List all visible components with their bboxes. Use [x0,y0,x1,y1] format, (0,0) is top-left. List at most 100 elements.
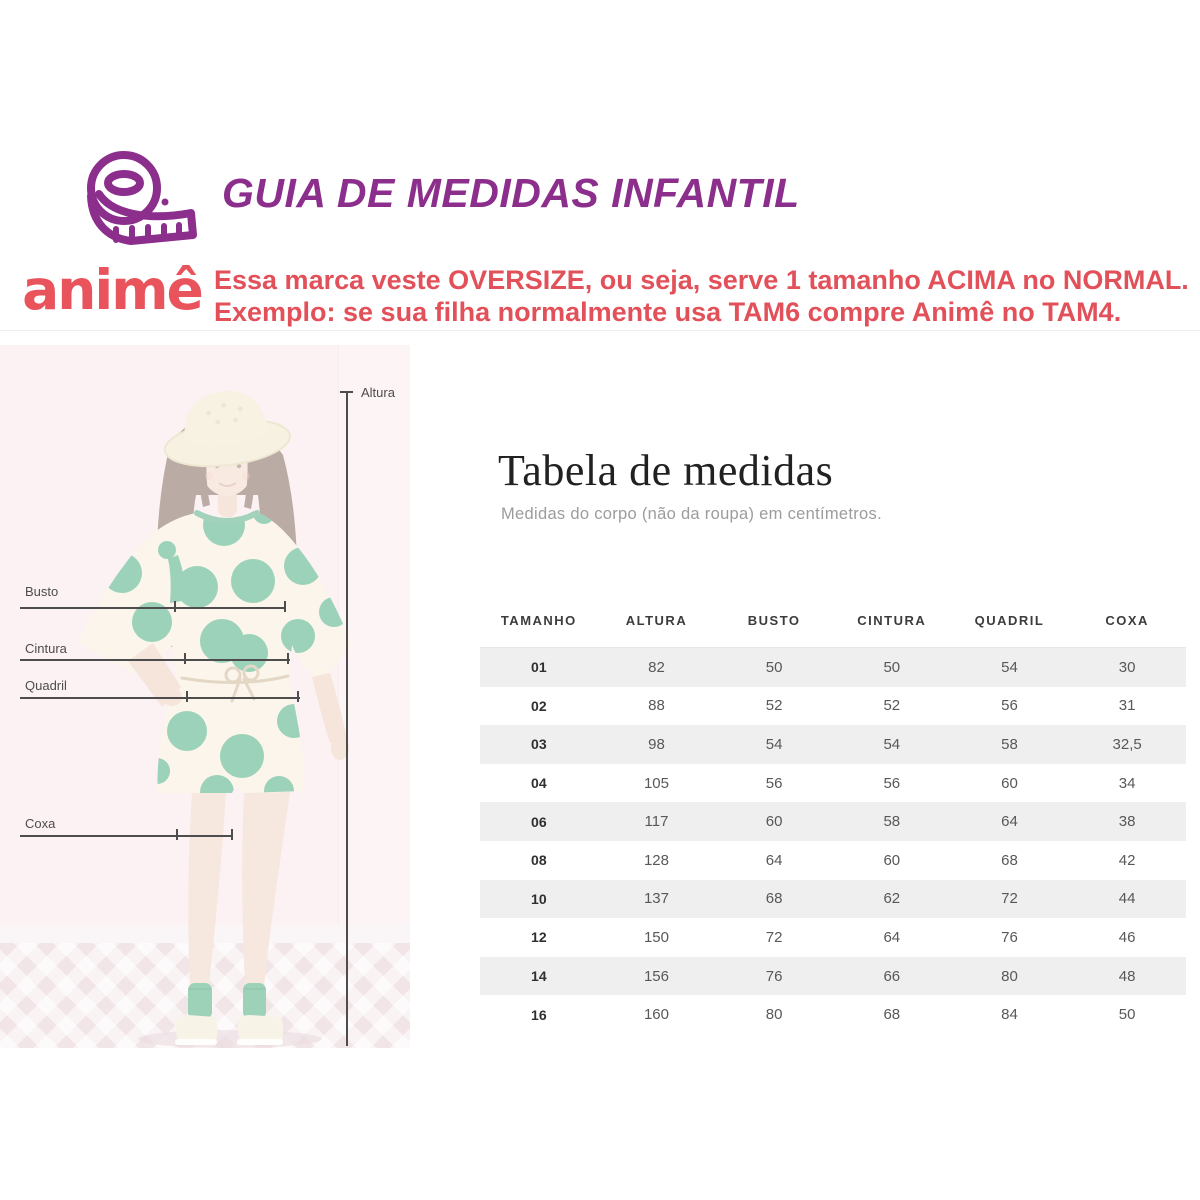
measure-cell: 44 [1118,890,1136,908]
size-cell: 06 [531,813,547,830]
measure-cell: 46 [1118,928,1136,946]
size-table: TAMANHO ALTURA BUSTO CINTURA QUADRIL COXA 01 8… [480,593,1186,1034]
measure-cell: 38 [1118,813,1136,831]
table-row: 06 117 60 58 64 38 [480,802,1186,841]
cintura-line [20,659,290,661]
column-header: ALTURA [625,612,688,628]
table-row: 01 82 50 50 54 30 [480,646,1186,687]
size-cell: 02 [531,697,547,714]
measure-cell: 58 [1001,735,1018,753]
size-cell: 12 [531,929,547,946]
measure-cell: 60 [1001,774,1018,792]
page-title: GUIA DE MEDIDAS INFANTIL [222,170,800,216]
busto-tick-left [174,601,176,612]
measure-cell: 50 [1118,1006,1136,1024]
measure-cell: 42 [1118,851,1136,869]
measure-cell: 54 [883,735,901,753]
measure-cell: 156 [643,967,669,985]
table-row: 14 156 76 66 80 48 [480,956,1186,996]
measure-cell: 56 [765,774,783,792]
quadril-tick-right [297,691,299,702]
measure-cell: 76 [765,967,783,985]
measure-cell: 76 [1001,928,1018,946]
measure-cell: 52 [765,697,783,715]
measure-cell: 72 [1001,890,1018,908]
size-table-container: TAMANHO ALTURA BUSTO CINTURA QUADRIL COXA 01 8… [480,593,1186,1034]
measure-cell: 56 [1001,697,1018,715]
altura-line [346,391,348,1046]
coxa-line [20,835,233,837]
brand-note-line2: Exemplo: se sua filha normalmente usa TA… [214,297,1122,327]
size-table-head: TAMANHO ALTURA BUSTO CINTURA QUADRIL COXA [480,593,1186,648]
busto-tick-right [284,601,286,612]
measure-cell: 60 [765,813,783,831]
column-header: BUSTO [747,612,801,628]
measure-cell: 56 [883,774,901,792]
measure-cell: 60 [883,851,901,869]
cintura-tick-left [184,653,186,664]
measure-cell: 88 [648,697,665,715]
measure-cell: 105 [643,774,669,792]
size-cell: 14 [531,968,547,985]
size-cell: 01 [480,646,598,687]
size-cell: 08 [531,852,547,869]
measure-cell: 68 [765,890,783,908]
measure-cell: 52 [883,697,901,715]
measure-cell: 64 [1001,813,1018,831]
measure-cell: 84 [1001,1006,1018,1024]
busto-label: Busto [25,584,59,599]
table-title: Tabela de medidas [498,446,834,495]
size-cell: 10 [531,890,547,907]
altura-label: Altura [361,385,395,400]
brand-note-line1: Essa marca veste OVERSIZE, ou seja, serv… [214,265,1189,295]
busto-line [20,607,286,609]
table-row: 02 88 52 52 56 31 [480,687,1186,726]
measure-cell: 80 [1001,967,1018,985]
measure-cell: 137 [643,890,669,908]
coxa-tick-right [231,829,233,840]
measure-cell: 117 [644,813,669,831]
table-row: 04 105 56 56 60 34 [480,764,1186,803]
measure-cell: 58 [883,813,901,831]
measure-cell: 64 [765,851,783,869]
size-cell: 04 [531,775,547,792]
photo-wash-overlay [0,345,410,1048]
measure-cell: 62 [883,890,901,908]
model-photo [0,345,410,1048]
size-table-body: 01 82 50 50 54 30 02 88 52 52 56 31 03 98 54 54 58 32,5 04… [480,646,1186,1034]
measure-cell: 80 [765,1006,783,1024]
size-cell: 03 [531,736,547,753]
altura-cap [340,391,353,393]
column-header: CINTURA [857,612,927,628]
header-separator [0,330,1200,331]
column-header: QUADRIL [974,612,1045,628]
cintura-label: Cintura [25,641,67,656]
girl-illustration [78,391,352,1048]
table-row: 03 98 54 54 58 32,5 [480,725,1186,764]
column-header: TAMANHO [500,612,577,628]
coxa-label: Coxa [25,816,56,831]
measure-cell: 64 [883,928,901,946]
size-cell: 16 [531,1006,547,1023]
measure-cell: 82 [597,646,716,687]
column-header: COXA [1105,612,1149,628]
coxa-tick-left [176,829,178,840]
measure-cell: 50 [832,646,951,687]
measure-cell: 54 [765,735,783,753]
measuring-tape-icon [72,146,200,254]
measure-cell: 72 [765,928,783,946]
quadril-tick-left [186,691,188,702]
table-subtitle: Medidas do corpo (não da roupa) em centí… [501,505,882,523]
measure-cell: 66 [883,967,901,985]
table-row: 16 160 80 68 84 50 [480,995,1186,1034]
measure-cell: 30 [1068,646,1186,687]
measure-cell: 32,5 [1112,735,1142,753]
quadril-line [20,697,300,699]
measure-cell: 31 [1118,697,1136,715]
measure-cell: 50 [715,646,833,687]
measure-cell: 150 [643,928,669,946]
measure-cell: 160 [643,1006,669,1024]
table-row: 08 128 64 60 68 42 [480,841,1186,880]
anime-logo: animê [22,258,204,322]
table-row: 12 150 72 64 76 46 [480,918,1186,957]
